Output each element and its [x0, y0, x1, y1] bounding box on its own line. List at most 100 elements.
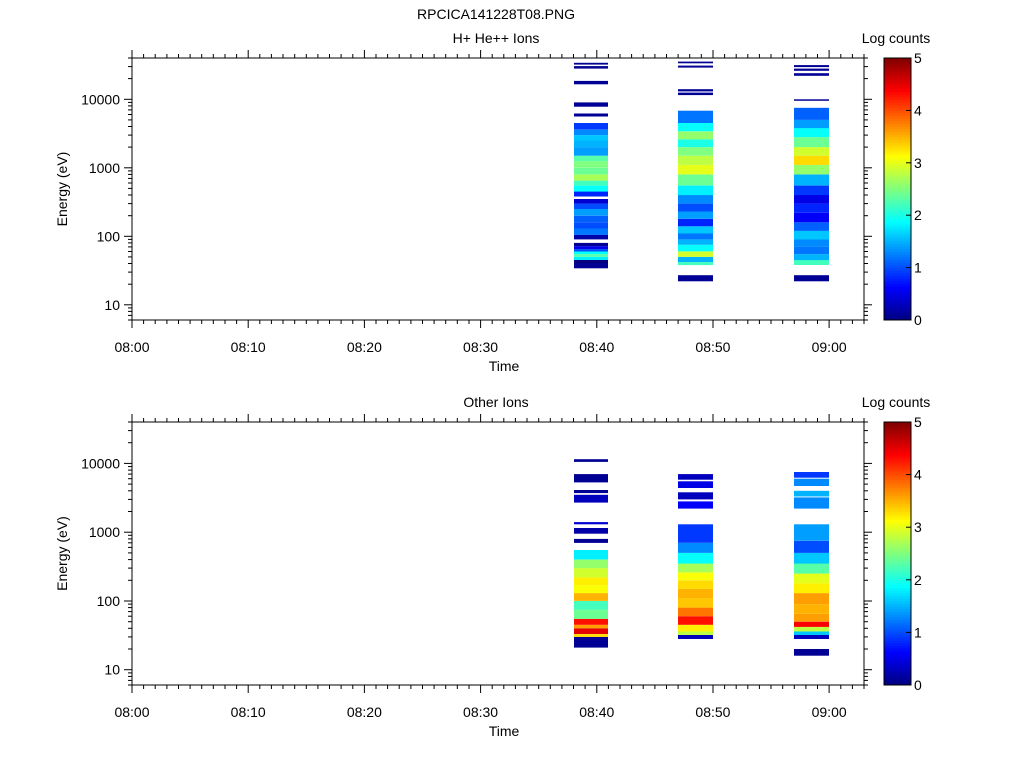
y-tick-label: 10: [104, 297, 120, 313]
colorbar-swatch: [884, 537, 911, 541]
colorbar-swatch: [884, 616, 911, 620]
colorbar-swatch: [884, 89, 911, 93]
spectrogram-cell-col3: [794, 478, 829, 486]
spectrogram-cell-col3: [794, 540, 829, 553]
spectrogram-cell-col2: [678, 607, 713, 617]
colorbar-swatch: [884, 139, 911, 143]
colorbar-swatch: [884, 458, 911, 462]
colorbar-swatch: [884, 424, 911, 428]
x-tick-label: 08:40: [579, 704, 614, 720]
colorbar-swatch: [884, 230, 911, 234]
spectrogram-cell-col2: [678, 275, 713, 282]
spectrogram-cell-col1: [574, 199, 608, 204]
colorbar-swatch: [884, 92, 911, 96]
spectrogram-cell-col1: [574, 155, 608, 162]
spectrogram-cell-col3: [794, 563, 829, 574]
colorbar-swatch: [884, 60, 911, 64]
colorbar-tick-label: 3: [914, 155, 922, 171]
colorbar-swatch: [884, 663, 911, 667]
spectrogram-cell-col3: [794, 65, 829, 68]
colorbar-swatch: [884, 637, 911, 641]
spectrogram-cell-col1: [574, 490, 608, 494]
x-tick-label: 08:00: [114, 339, 149, 355]
colorbar-swatch: [884, 283, 911, 287]
colorbar-swatch: [884, 181, 911, 185]
panel-1: H+ He++ Ions Log counts10100100010000Ener…: [54, 30, 930, 374]
colorbar-swatch: [884, 128, 911, 132]
spectrogram-cell-col2: [678, 218, 713, 227]
colorbar-swatch: [884, 477, 911, 481]
colorbar-swatch: [884, 131, 911, 135]
colorbar-swatch: [884, 244, 911, 248]
colorbar-swatch: [884, 306, 911, 310]
colorbar-swatch: [884, 674, 911, 678]
colorbar-swatch: [884, 267, 911, 271]
plot-frame: [131, 421, 865, 686]
colorbar-swatch: [884, 233, 911, 237]
colorbar-swatch: [884, 527, 911, 531]
colorbar-swatch: [884, 479, 911, 483]
colorbar-swatch: [884, 437, 911, 441]
panel-2: Other Ions Log counts10100100010000Energy…: [54, 394, 930, 739]
spectrogram-cell-col2: [678, 110, 713, 123]
spectrogram-cell-col3: [794, 497, 829, 509]
colorbar-swatch: [884, 595, 911, 599]
spectrogram-cell-col2: [678, 226, 713, 234]
colorbar-swatch: [884, 291, 911, 295]
colorbar-swatch: [884, 656, 911, 660]
colorbar: 0 1 2 3 4 5: [883, 414, 922, 693]
spectrogram-cell-col3: [794, 230, 829, 240]
colorbar-swatch: [884, 671, 911, 675]
spectrogram-cell-col1: [574, 180, 608, 186]
x-tick-label: 08:10: [231, 339, 266, 355]
spectrogram-cell-col2: [678, 481, 713, 488]
colorbar-swatch: [884, 598, 911, 602]
spectrogram-cell-col2: [678, 211, 713, 219]
spectrogram-cell-col3: [794, 99, 829, 101]
colorbar-swatch: [884, 251, 911, 255]
spectrogram-cell-col2: [678, 195, 713, 204]
spectrogram-cell-col1: [574, 634, 608, 637]
colorbar-swatch: [884, 648, 911, 652]
x-tick-label: 08:50: [695, 704, 730, 720]
spectrogram-cell-col1: [574, 66, 608, 69]
colorbar-swatch: [884, 191, 911, 195]
colorbar-swatch: [884, 99, 911, 103]
spectrogram-cell-col2: [678, 635, 713, 639]
colorbar-tick-label: 2: [914, 572, 922, 588]
colorbar-swatch: [884, 110, 911, 114]
colorbar-swatch: [884, 619, 911, 623]
colorbar-swatch: [884, 440, 911, 444]
colorbar-swatch: [884, 469, 911, 473]
colorbar-swatch: [884, 645, 911, 649]
panel-title: Other Ions: [463, 394, 528, 410]
spectrogram-cell-col2: [678, 552, 713, 564]
colorbar-swatch: [884, 175, 911, 179]
colorbar-tick-label: 1: [914, 624, 922, 640]
colorbar-swatch: [884, 220, 911, 224]
colorbar-swatch: [884, 592, 911, 596]
colorbar-swatch: [884, 677, 911, 681]
colorbar-swatch: [884, 524, 911, 528]
x-axis-label: Time: [489, 358, 520, 374]
spectrogram-cell-col3: [794, 472, 829, 478]
y-tick-label: 1000: [89, 160, 120, 176]
y-tick-label: 10000: [81, 91, 120, 107]
colorbar-tick-label: 1: [914, 260, 922, 276]
colorbar-swatch: [884, 556, 911, 560]
colorbar-tick-label: 0: [914, 312, 922, 328]
spectrogram-cell-col1: [574, 538, 608, 543]
spectrogram-cell-col2: [678, 239, 713, 245]
colorbar-swatch: [884, 653, 911, 657]
colorbar-swatch: [884, 202, 911, 206]
colorbar-swatch: [884, 123, 911, 127]
colorbar-swatch: [884, 107, 911, 111]
spectrogram-data: [574, 61, 829, 282]
colorbar: 0 1 2 3 4 5: [883, 50, 922, 328]
spectrogram-cell-col1: [574, 185, 608, 192]
colorbar-swatch: [884, 249, 911, 253]
spectrogram-cell-col3: [794, 119, 829, 129]
colorbar-swatch: [884, 194, 911, 198]
colorbar-swatch: [884, 183, 911, 187]
colorbar-swatch: [884, 272, 911, 276]
